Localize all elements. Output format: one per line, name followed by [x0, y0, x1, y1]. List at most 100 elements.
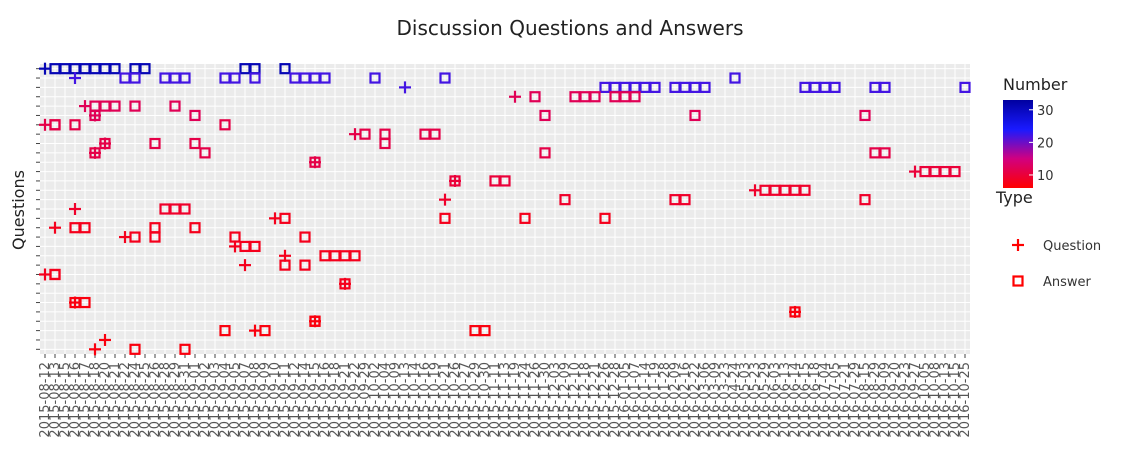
x-tick-label: 2016-08-15 [858, 362, 873, 438]
answer-marker [429, 128, 441, 140]
answer-marker [439, 72, 451, 84]
x-tick-label: 2015-09-22 [348, 362, 363, 438]
answer-marker [189, 109, 201, 122]
x-tick-label: 2016-02-09 [668, 362, 683, 438]
answer-marker [129, 100, 141, 112]
x-tick-label: 2016-10-08 [928, 362, 943, 438]
question-marker [249, 324, 261, 337]
question-marker [239, 259, 251, 272]
question-marker [39, 268, 51, 281]
answer-marker [199, 147, 211, 159]
x-tick-label: 2016-09-27 [908, 362, 923, 438]
x-tick-label: 2015-08-29 [168, 362, 183, 438]
answer-marker [249, 240, 261, 253]
question-marker [99, 137, 111, 150]
answer-marker [369, 72, 381, 84]
x-tick-label: 2015-08-25 [138, 362, 153, 438]
x-tick-label: 2015-08-18 [88, 362, 103, 438]
answer-marker [629, 91, 641, 103]
answer-marker [589, 91, 601, 103]
x-tick-label: 2015-11-11 [488, 362, 503, 438]
x-tick-label: 2015-10-26 [448, 362, 463, 438]
x-tick-label: 2016-07-04 [818, 362, 833, 438]
answer-marker [799, 184, 811, 196]
x-tick-label: 2015-08-24 [128, 362, 143, 438]
answer-marker [79, 222, 91, 234]
x-tick-label: 2015-10-14 [408, 362, 423, 438]
x-tick-label: 2015-11-19 [508, 362, 523, 438]
answer-marker [879, 81, 891, 93]
answer-marker [959, 81, 971, 93]
x-tick-label: 2016-02-16 [678, 362, 693, 438]
x-tick-label: 2015-08-21 [108, 362, 123, 438]
x-tick-label: 2016-06-15 [798, 362, 813, 438]
answer-marker [219, 119, 231, 131]
x-tick-label: 2015-10-02 [368, 362, 383, 438]
x-tick-label: 2015-11-26 [528, 362, 543, 438]
answer-marker [539, 147, 551, 159]
question-marker [399, 81, 411, 94]
x-tick-label: 2015-09-14 [298, 362, 313, 438]
question-marker [509, 90, 521, 103]
answer-marker [949, 165, 961, 178]
x-tick-label: 2015-09-08 [248, 362, 263, 438]
question-marker [79, 100, 91, 113]
x-tick-label: 2015-09-02 [198, 362, 213, 438]
x-tick-label: 2016-01-19 [648, 362, 663, 438]
x-tick-label: 2015-11-24 [518, 362, 533, 438]
x-tick-label: 2015-08-20 [98, 362, 113, 438]
colorbar-tick-label: 30 [1037, 104, 1054, 119]
answer-marker [299, 231, 311, 243]
answer-marker [129, 343, 141, 355]
x-tick-label: 2016-03-23 [718, 362, 733, 438]
x-tick-label: 2015-08-22 [118, 362, 133, 438]
x-tick-label: 2015-12-03 [548, 362, 563, 438]
x-tick-label: 2015-08-15 [58, 362, 73, 438]
x-tick-label: 2016-04-24 [728, 362, 743, 438]
answer-marker [279, 63, 291, 75]
x-tick-label: 2015-10-04 [378, 362, 393, 438]
x-tick-label: 2015-12-26 [598, 362, 613, 438]
x-tick-label: 2015-09-12 [288, 362, 303, 438]
question-marker [39, 62, 51, 75]
x-tick-label: 2016-05-29 [758, 362, 773, 438]
answer-marker [879, 147, 891, 159]
x-tick-label: 2015-09-03 [208, 362, 223, 438]
x-tick-label: 2016-07-29 [848, 362, 863, 438]
x-tick-label: 2016-09-20 [888, 362, 903, 438]
x-tick-label: 2016-05-23 [748, 362, 763, 438]
x-tick-label: 2015-10-29 [468, 362, 483, 438]
answer-marker [859, 194, 871, 206]
grid-lines [40, 64, 970, 354]
legend: Number 10 20 30 Type Question Answer [995, 75, 1101, 290]
type-legend-entries: Question Answer [1012, 239, 1101, 290]
question-marker [789, 305, 801, 318]
x-tick-label: 2015-10-21 [438, 362, 453, 438]
question-marker [449, 174, 461, 187]
x-tick-label: 2016-10-25 [958, 362, 973, 438]
question-marker [309, 156, 321, 169]
data-marks [39, 62, 971, 356]
x-tick-label: 2015-08-26 [148, 362, 163, 438]
answer-marker [729, 72, 741, 84]
x-tick-label: 2015-09-07 [238, 362, 253, 438]
x-tick-label: 2016-10-05 [918, 362, 933, 438]
question-marker [89, 343, 101, 356]
x-tick-label: 2015-10-30 [478, 362, 493, 438]
x-tick-label: 2015-10-16 [418, 362, 433, 438]
x-tick-label: 2016-01-14 [638, 362, 653, 438]
x-tick-label: 2016-03-06 [698, 362, 713, 438]
answer-marker [189, 137, 201, 150]
x-tick-label: 2016-06-18 [808, 362, 823, 438]
question-marker [229, 240, 241, 253]
chart-title: Discussion Questions and Answers [396, 16, 743, 40]
question-marker [439, 193, 451, 206]
question-marker [339, 277, 351, 290]
x-tick-label: 2015-10-09 [388, 362, 403, 438]
question-marker [309, 315, 321, 328]
answer-marker [679, 194, 691, 206]
answer-marker [279, 259, 291, 271]
x-tick-label: 2016-01-07 [628, 362, 643, 438]
